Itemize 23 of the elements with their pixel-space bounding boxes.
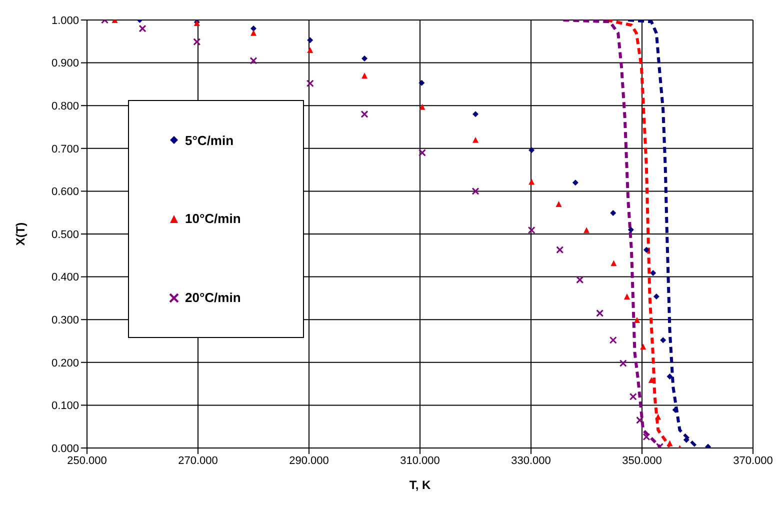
x-tick-label: 370.000 <box>733 454 773 467</box>
x-tick-label: 290.000 <box>289 454 329 467</box>
y-axis-title: X(T) <box>13 222 28 246</box>
x-axis-title: T, K <box>409 478 431 492</box>
y-tick-label: 0.100 <box>51 400 79 412</box>
y-tick-label: 0.200 <box>51 357 79 370</box>
y-tick-label: 0.600 <box>51 186 79 198</box>
legend-label: 20°C/min <box>185 290 241 306</box>
x-tick-label: 250.000 <box>67 454 107 467</box>
x-tick-label: 310.000 <box>400 454 440 467</box>
y-tick-label: 0.900 <box>51 58 79 70</box>
y-tick-label: 1.000 <box>51 14 79 27</box>
y-tick-label: 0.500 <box>51 228 79 241</box>
y-tick-label: 0.700 <box>51 143 79 156</box>
legend-label: 10°C/min <box>185 211 241 226</box>
y-tick-label: 0.400 <box>51 272 79 284</box>
y-tick-label: 0.000 <box>51 442 79 455</box>
x-tick-label: 330.000 <box>511 454 551 467</box>
y-tick-label: 0.800 <box>51 100 79 113</box>
x-tick-label: 350.000 <box>622 454 662 467</box>
legend-label: 5°C/min <box>185 132 234 148</box>
x-tick-label: 270.000 <box>178 454 218 467</box>
y-tick-label: 0.300 <box>51 314 79 327</box>
